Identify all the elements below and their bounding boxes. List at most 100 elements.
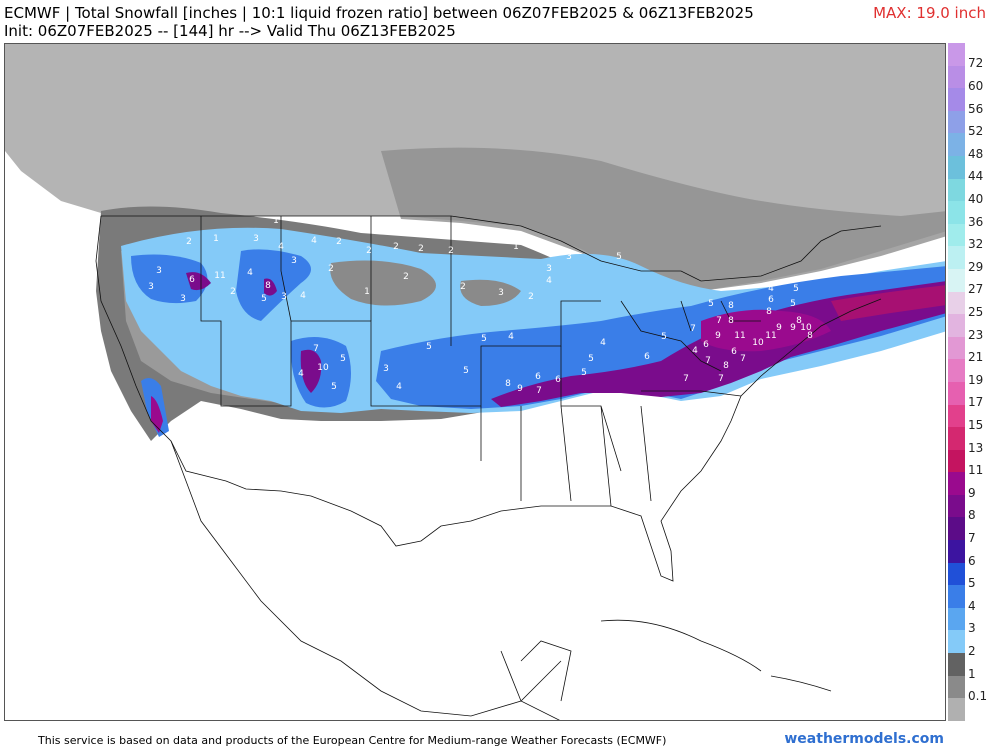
snowfall-value-label: 6 xyxy=(703,340,709,350)
colorbar-tick-label: 15 xyxy=(968,417,984,432)
colorbar-swatch xyxy=(948,336,965,360)
snowfall-value-label: 5 xyxy=(790,299,796,309)
snowfall-value-label: 8 xyxy=(728,316,734,326)
colorbar-swatch xyxy=(948,155,965,179)
colorbar-swatch xyxy=(948,404,965,428)
colorbar-swatch xyxy=(948,65,965,89)
colorbar-swatch xyxy=(948,201,965,224)
snowfall-value-label: 5 xyxy=(481,334,487,344)
colorbar-tick-label: 29 xyxy=(968,259,984,274)
colorbar-swatch xyxy=(948,314,965,337)
snowfall-value-label: 3 xyxy=(383,364,389,374)
colorbar-swatch xyxy=(948,675,965,699)
colorbar-tick-label: 72 xyxy=(968,56,984,71)
colorbar-tick-label: 3 xyxy=(968,621,976,636)
colorbar-tick-label: 40 xyxy=(968,191,984,206)
colorbar-tick-label: 36 xyxy=(968,214,984,229)
colorbar-swatch xyxy=(948,653,965,676)
eastern-state-lines xyxy=(620,300,761,397)
snowfall-value-label: 8 xyxy=(723,361,729,371)
snow-8in-idaho xyxy=(264,278,277,296)
snowfall-value-label: 11 xyxy=(765,331,776,341)
snowfall-value-label: 3 xyxy=(498,288,504,298)
snow-11-13in-offshore xyxy=(831,285,945,321)
colorbar-swatch xyxy=(948,449,965,473)
snowfall-value-label: 6 xyxy=(535,372,541,382)
snowfall-value-label: 7 xyxy=(718,374,724,384)
snowfall-value-label: 5 xyxy=(331,382,337,392)
snowfall-value-label: 3 xyxy=(566,252,572,262)
colorbar-tick-label: 2 xyxy=(968,643,976,658)
us-canada-border xyxy=(101,215,882,282)
colorbar-tick-label: 4 xyxy=(968,598,976,613)
snowfall-value-label: 2 xyxy=(460,282,466,292)
snowfall-value-label: 7 xyxy=(740,354,746,364)
snowfall-value-label: 4 xyxy=(692,346,698,356)
colorbar-tick-label: 25 xyxy=(968,304,984,319)
colorbar-swatch xyxy=(948,223,965,247)
snowfall-value-label: 8 xyxy=(728,301,734,311)
colorbar-swatch xyxy=(948,607,965,631)
snowfall-value-label: 7 xyxy=(683,374,689,384)
snowfall-value-label: 8 xyxy=(265,281,271,291)
colorbar-swatch xyxy=(948,698,965,721)
colorbar-swatch xyxy=(948,291,965,315)
snowfall-value-label: 4 xyxy=(278,242,284,252)
colorbar-tick-label: 13 xyxy=(968,440,984,455)
brand-link[interactable]: weathermodels.com xyxy=(784,731,944,747)
colorbar-swatch xyxy=(948,88,965,111)
colorbar-swatch xyxy=(948,472,965,495)
mexico-coast xyxy=(170,440,562,717)
colorbar-swatch xyxy=(948,427,965,450)
colorbar-tick-label: 52 xyxy=(968,124,984,139)
snowfall-value-label: 3 xyxy=(148,282,154,292)
political-borders xyxy=(95,215,882,720)
map-title: ECMWF | Total Snowfall [inches | 10:1 li… xyxy=(4,4,754,22)
colorbar-swatch xyxy=(948,359,965,382)
caribbean-islands xyxy=(600,619,832,692)
colorbar-swatch xyxy=(948,540,965,563)
snowfall-value-label: 2 xyxy=(418,244,424,254)
snowfall-value-label: 5 xyxy=(708,299,714,309)
snowfall-value-label: 4 xyxy=(300,291,306,301)
snowfall-value-label: 7 xyxy=(536,386,542,396)
colorbar-tick-label: 9 xyxy=(968,485,976,500)
snowfall-value-label: 8 xyxy=(796,316,802,326)
snowfall-value-label: 11 xyxy=(214,271,225,281)
snowfall-value-label: 2 xyxy=(186,237,192,247)
snow-9-11in-core xyxy=(701,309,831,352)
colorbar-tick-label: 44 xyxy=(968,169,984,184)
snowfall-value-label: 2 xyxy=(230,287,236,297)
snowfall-value-label: 4 xyxy=(298,369,304,379)
central-america xyxy=(500,640,572,720)
snowfall-value-label: 10 xyxy=(317,363,329,373)
colorbar-tick-label: 32 xyxy=(968,237,984,252)
snowfall-value-label: 6 xyxy=(555,375,561,385)
snowfall-value-label: 6 xyxy=(731,347,737,357)
snow-7-11in-colorado xyxy=(300,349,322,393)
snowfall-value-label: 5 xyxy=(426,342,432,352)
snowfall-value-label: 10 xyxy=(800,323,812,333)
snowfall-value-label: 8 xyxy=(807,331,813,341)
snowfall-value-label: 2 xyxy=(448,246,454,256)
colorbar-tick-label: 21 xyxy=(968,350,984,365)
colorbar-swatch xyxy=(948,381,965,405)
central-state-lines xyxy=(280,216,652,507)
colorbar-swatch xyxy=(948,562,965,586)
snowfall-value-label: 2 xyxy=(366,246,372,256)
colorbar-labels: 72 60 56 52 48 44 40 36 32 29 27 25 23 21 19 17 15 13 11 9 8… xyxy=(968,43,998,721)
snowfall-value-label: 4 xyxy=(396,382,402,392)
colorbar-tick-label: 17 xyxy=(968,395,984,410)
snowfall-value-label: 9 xyxy=(715,331,721,341)
snowfall-value-label: 5 xyxy=(463,366,469,376)
snowfall-value-label: 5 xyxy=(616,252,622,262)
map-subtitle: Init: 06Z07FEB2025 -- [144] hr --> Valid… xyxy=(4,22,456,40)
colorbar-tick-label: 27 xyxy=(968,282,984,297)
snowfall-value-label: 7 xyxy=(716,316,722,326)
snowfall-value-label: 1 xyxy=(213,234,219,244)
snowfall-value-label: 4 xyxy=(768,284,774,294)
colorbar-swatch xyxy=(948,178,965,202)
colorbar-tick-label: 7 xyxy=(968,530,976,545)
snowfall-value-label: 2 xyxy=(528,292,534,302)
